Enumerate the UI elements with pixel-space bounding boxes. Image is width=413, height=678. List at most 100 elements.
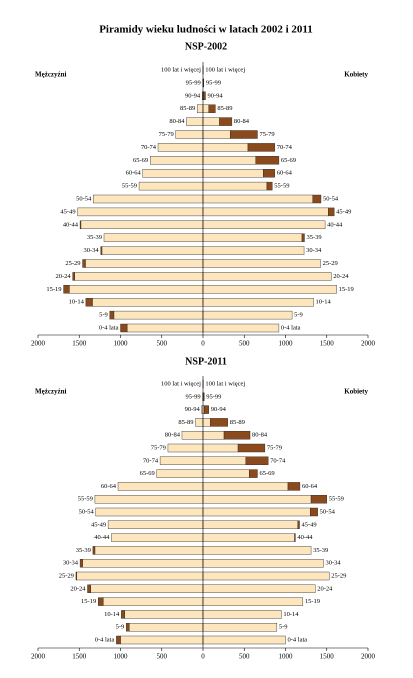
- x-tick-label: 2000: [361, 653, 376, 661]
- age-label: 100 lat i więcej: [161, 380, 201, 387]
- age-label: 95-99: [206, 79, 221, 86]
- age-label: 60-64: [101, 483, 117, 490]
- bar: [175, 130, 204, 139]
- bar: [120, 635, 204, 645]
- x-tick-label: 500: [239, 340, 250, 348]
- age-label: 30-34: [306, 247, 322, 254]
- age-label: 90-94: [211, 406, 227, 413]
- x-tick-label: 1000: [279, 653, 294, 661]
- x-tick-label: 1000: [114, 340, 129, 348]
- bar: [109, 310, 115, 320]
- bar: [113, 310, 204, 320]
- bar: [202, 546, 312, 555]
- bar: [202, 482, 289, 491]
- age-label: 85-89: [178, 419, 193, 426]
- age-label: 20-24: [317, 585, 333, 592]
- bar: [312, 194, 322, 204]
- bar: [202, 520, 299, 529]
- bar: [181, 431, 204, 440]
- bar: [75, 571, 77, 581]
- age-label: 10-14: [69, 299, 85, 306]
- age-label: 55-59: [274, 183, 289, 190]
- age-label: 20-24: [70, 585, 86, 592]
- age-label: 75-79: [267, 444, 282, 451]
- bar: [85, 298, 93, 307]
- age-label: 85-89: [230, 419, 245, 426]
- age-label: 40-44: [63, 221, 79, 228]
- age-label: 90-94: [185, 406, 201, 413]
- side-label: Kobiety: [344, 71, 368, 79]
- age-label: 75-79: [259, 131, 274, 138]
- bar: [90, 584, 204, 593]
- bar: [202, 130, 231, 139]
- bar: [202, 610, 282, 619]
- age-label: 90-94: [207, 92, 223, 99]
- bar: [202, 104, 209, 113]
- age-label: 25-29: [331, 572, 346, 579]
- age-label: 25-29: [323, 260, 338, 267]
- bar: [82, 559, 204, 568]
- age-label: 10-14: [283, 611, 299, 618]
- panel-title: NSP-2011: [185, 356, 227, 367]
- x-tick-label: 1500: [72, 653, 87, 661]
- bar: [79, 220, 82, 230]
- age-label: 60-64: [126, 170, 142, 177]
- age-label: 0-4 lata: [281, 324, 301, 331]
- bar: [202, 507, 311, 517]
- age-label: 95-99: [206, 393, 221, 400]
- x-tick-label: 500: [157, 653, 168, 661]
- bar: [82, 259, 86, 268]
- bar: [202, 285, 337, 294]
- age-label: 70-74: [143, 457, 159, 464]
- bar: [74, 272, 204, 281]
- age-label: 5-9: [294, 312, 303, 319]
- bar: [87, 584, 91, 593]
- age-label: 80-84: [234, 118, 250, 125]
- bar: [202, 259, 321, 268]
- age-label: 0-4 lata: [99, 324, 119, 331]
- bar: [107, 520, 204, 529]
- bar: [203, 91, 206, 101]
- bar: [202, 168, 264, 178]
- age-label: 15-19: [339, 286, 354, 293]
- x-tick-label: 2000: [31, 340, 46, 348]
- bar: [247, 143, 275, 152]
- age-label: 85-89: [180, 105, 195, 112]
- age-label: 5-9: [99, 312, 108, 319]
- age-label: 70-74: [141, 144, 157, 151]
- age-label: 50-54: [76, 195, 92, 202]
- panel-title: NSP-2002: [185, 41, 227, 52]
- x-tick-label: 1500: [72, 340, 87, 348]
- bar: [85, 259, 204, 268]
- bar: [128, 623, 204, 632]
- bar: [80, 220, 204, 230]
- bar: [202, 220, 326, 230]
- bar: [202, 194, 313, 204]
- age-label: 15-19: [81, 598, 96, 605]
- bar: [203, 392, 205, 401]
- bar: [126, 323, 204, 333]
- bar: [202, 469, 250, 478]
- x-tick-label: 2000: [361, 340, 376, 348]
- bar: [203, 78, 205, 88]
- x-tick-label: 2000: [31, 653, 46, 661]
- bar: [237, 443, 266, 453]
- bar: [117, 482, 204, 491]
- bar: [202, 310, 293, 320]
- age-label: 75-79: [159, 131, 174, 138]
- age-label: 65-69: [259, 470, 274, 477]
- age-label: 100 lat i więcej: [205, 380, 245, 387]
- age-label: 55-59: [122, 183, 137, 190]
- bar: [202, 156, 256, 165]
- bar: [204, 405, 209, 414]
- bar: [101, 246, 204, 255]
- side-label: Kobiety: [344, 388, 368, 396]
- bar: [202, 456, 247, 465]
- bar: [92, 298, 204, 307]
- age-label: 15-19: [305, 598, 320, 605]
- age-label: 0-4 lata: [95, 636, 115, 643]
- bar: [100, 246, 103, 255]
- bar: [202, 431, 225, 440]
- age-label: 60-64: [277, 170, 293, 177]
- bar: [103, 233, 204, 242]
